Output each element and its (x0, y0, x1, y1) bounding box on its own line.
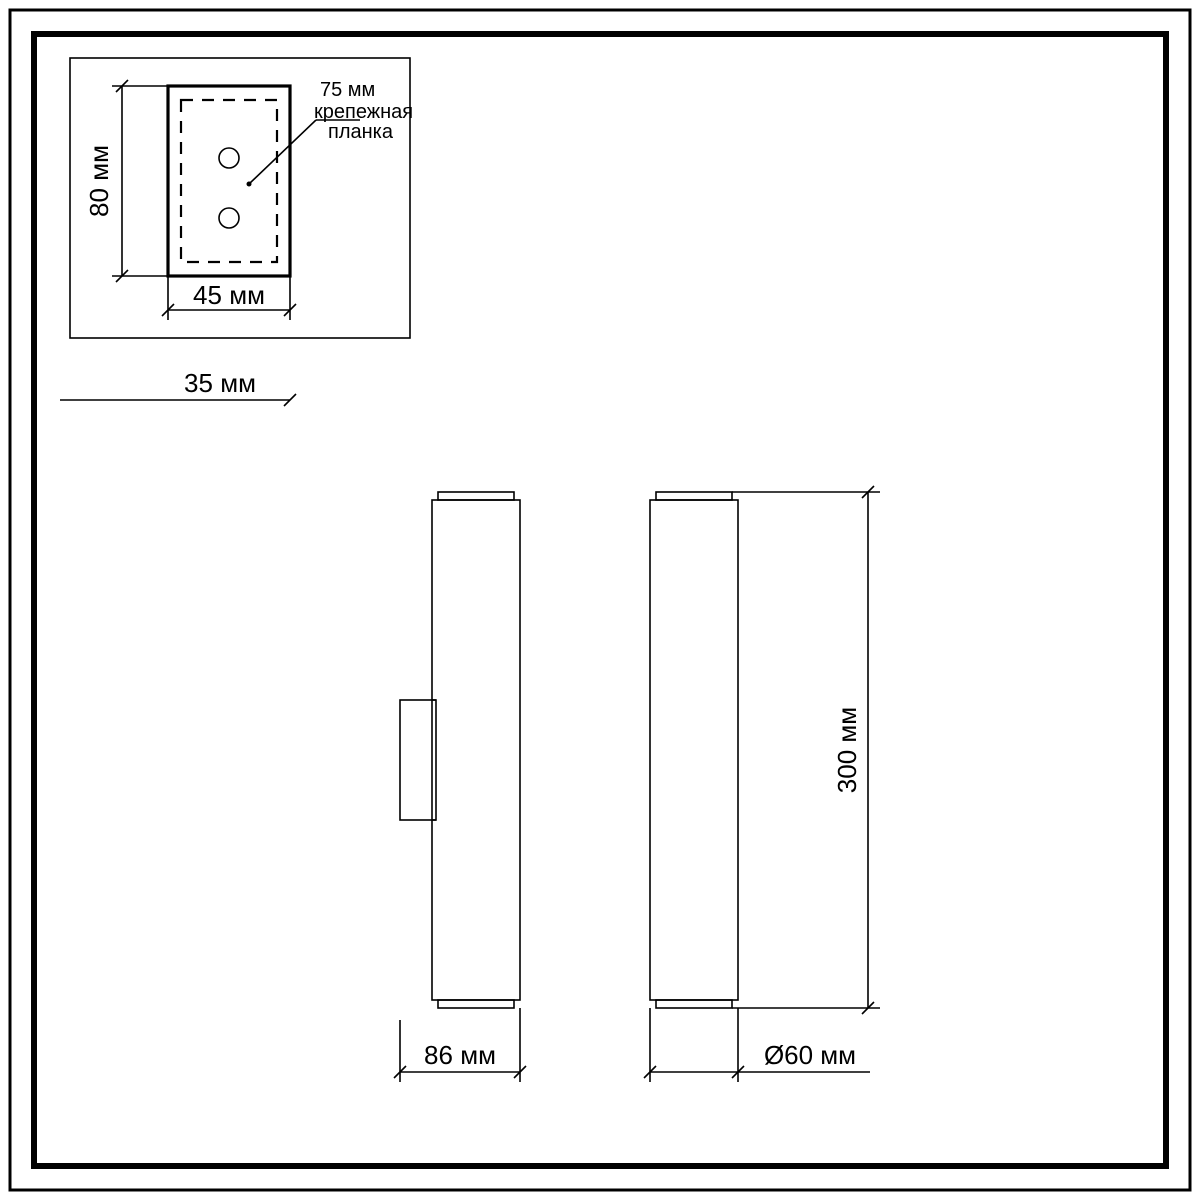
svg-text:75 мм: 75 мм (320, 79, 375, 101)
svg-text:Ø60 мм: Ø60 мм (764, 1040, 856, 1070)
svg-text:планка: планка (328, 121, 394, 143)
svg-text:300 мм: 300 мм (832, 707, 862, 793)
svg-text:35 мм: 35 мм (184, 368, 256, 398)
svg-text:80 мм: 80 мм (84, 145, 114, 217)
svg-text:45 мм: 45 мм (193, 280, 265, 310)
technical-drawing: 75 ммкрепежнаяпланка 80 мм 45 мм 35 мм 86 мм… (0, 0, 1200, 1200)
svg-text:крепежная: крепежная (314, 101, 413, 123)
outer-frame (10, 10, 1190, 1190)
svg-text:86 мм: 86 мм (424, 1040, 496, 1070)
